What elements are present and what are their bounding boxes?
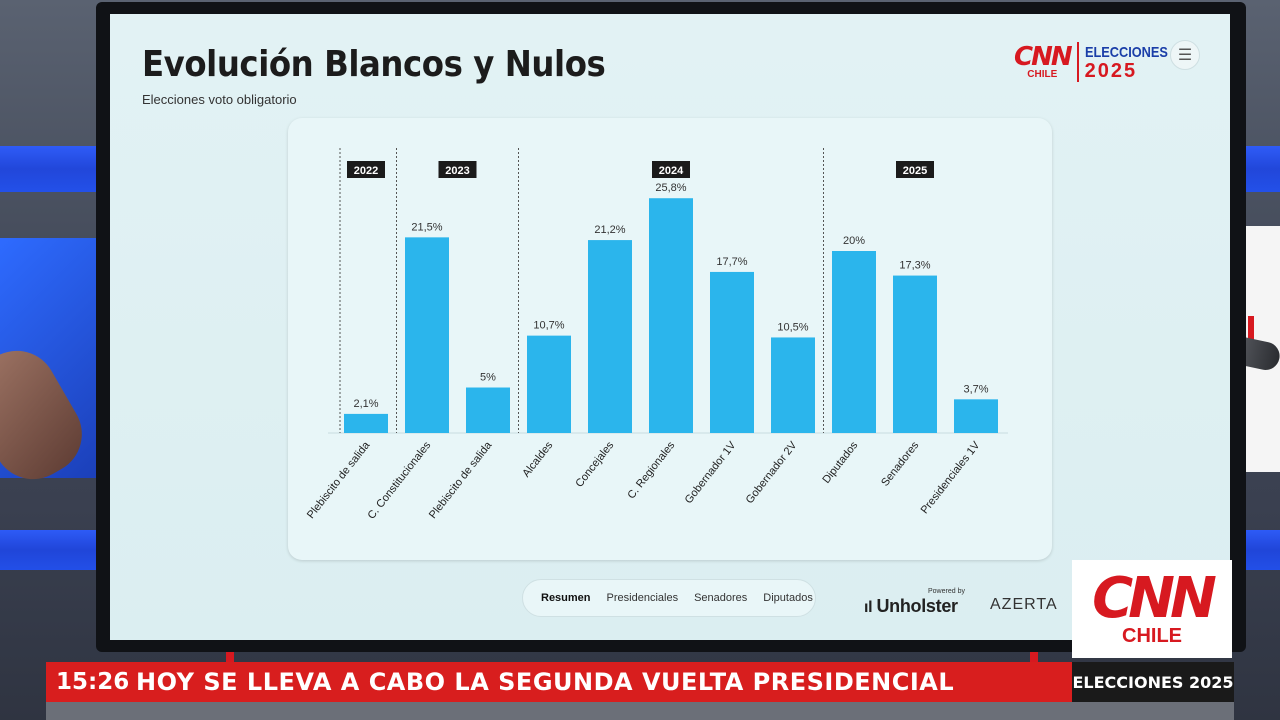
category-label: Concejales: [573, 439, 616, 490]
category-label: Diputados: [820, 439, 860, 486]
category-label: C. Regionales: [625, 439, 677, 501]
brand-divider: [1076, 42, 1079, 82]
ticker-headline: HOY SE LLEVA A CABO LA SEGUNDA VUELTA PR…: [136, 668, 955, 696]
page-title: Evolución Blancos y Nulos: [142, 44, 606, 85]
page-subtitle: Elecciones voto obligatorio: [142, 92, 297, 107]
ticker-tag: ELECCIONES 2025: [1072, 662, 1234, 702]
unholster-icon: ıl: [864, 599, 877, 616]
cnn-chile-logo: CNN CHILE: [1072, 560, 1232, 658]
powered-by-label: Powered by: [928, 588, 965, 595]
year-badge: [438, 161, 477, 178]
bar-value-label: 10,7%: [533, 320, 564, 332]
tab-resumen[interactable]: Resumen: [541, 592, 591, 604]
category-label: C. Constitucionales: [366, 439, 434, 521]
chile-wordmark: CHILE: [1027, 69, 1058, 80]
unholster-label: Unholster: [876, 596, 958, 616]
elecciones-label: ELECCIONES: [1084, 43, 1168, 61]
year-badge: [896, 161, 934, 178]
category-label: Plebiscito de salida: [427, 439, 495, 521]
chart-bar: [893, 275, 937, 433]
bar-value-label: 20%: [843, 235, 865, 247]
chart-bar: [832, 251, 876, 433]
brand-logo: CNN CHILE ELECCIONES 2025: [1014, 42, 1182, 82]
category-label: Presidenciales 1V: [919, 439, 983, 516]
year-badge-label: 2022: [354, 165, 378, 177]
cnn-logo: CNN CHILE: [1014, 42, 1073, 80]
ticker-strip: [46, 702, 1234, 720]
azerta-logo: AZERTA: [990, 596, 1058, 613]
bar-value-label: 3,7%: [963, 383, 988, 395]
bar-value-label: 17,3%: [899, 260, 930, 272]
bar-value-label: 21,2%: [594, 224, 625, 236]
bar-value-label: 5%: [480, 372, 496, 384]
bar-value-label: 2,1%: [353, 398, 378, 410]
chart-bar: [649, 198, 693, 433]
chart-bar: [344, 413, 388, 433]
tab-senadores[interactable]: Senadores: [694, 592, 748, 604]
category-label: Senadores: [879, 439, 922, 489]
chart-bar: [466, 387, 510, 433]
cnn-wordmark: CNN: [1014, 42, 1073, 72]
chart-bar: [405, 237, 449, 433]
tab-bar: Resumen Presidenciales Senadores Diputad…: [522, 579, 816, 617]
bar-value-label: 25,8%: [655, 182, 686, 194]
year-badge: [347, 161, 385, 178]
chart-bar: [771, 337, 815, 433]
year-badge: [652, 161, 690, 178]
elecciones-logo: ELECCIONES 2025: [1085, 44, 1183, 81]
chart-bar: [527, 335, 571, 433]
category-label: Gobernador 1V: [683, 439, 739, 506]
year-badge-label: 2025: [903, 165, 927, 177]
year-badge-label: 2024: [659, 165, 684, 177]
cnn-wordmark: CNN: [1092, 566, 1217, 631]
category-label: Alcaldes: [520, 439, 555, 480]
category-label: Gobernador 2V: [744, 439, 800, 506]
tab-diputados[interactable]: Diputados: [763, 592, 813, 604]
menu-button[interactable]: ☰: [1170, 40, 1200, 70]
elecciones-year: 2025: [1084, 59, 1138, 82]
chile-wordmark: CHILE: [1122, 625, 1182, 647]
ticker-time: 15:26: [56, 669, 130, 695]
bar-chart: 2022 2023 2024 2025 2,1% Plebiscito de salida…: [305, 148, 1008, 522]
tab-presidenciales[interactable]: Presidenciales: [606, 592, 679, 604]
unholster-wordmark: ıl Unholster: [864, 596, 958, 617]
touchscreen: Evolución Blancos y Nulos Elecciones vot…: [110, 14, 1230, 640]
bar-value-label: 17,7%: [716, 256, 747, 268]
bar-value-label: 10,5%: [777, 321, 808, 333]
chart-bar: [710, 271, 754, 433]
category-label: Plebiscito de salida: [305, 439, 373, 521]
chart-bar: [954, 399, 998, 433]
news-ticker: 15:26 HOY SE LLEVA A CABO LA SEGUNDA VUE…: [46, 662, 1072, 702]
chart-card: 2022 2023 2024 2025 2,1% Plebiscito de salida…: [288, 118, 1052, 560]
year-badge-label: 2023: [445, 165, 469, 177]
hamburger-icon: ☰: [1177, 47, 1193, 64]
bar-value-label: 21,5%: [411, 221, 442, 233]
chart-bar: [588, 240, 632, 433]
